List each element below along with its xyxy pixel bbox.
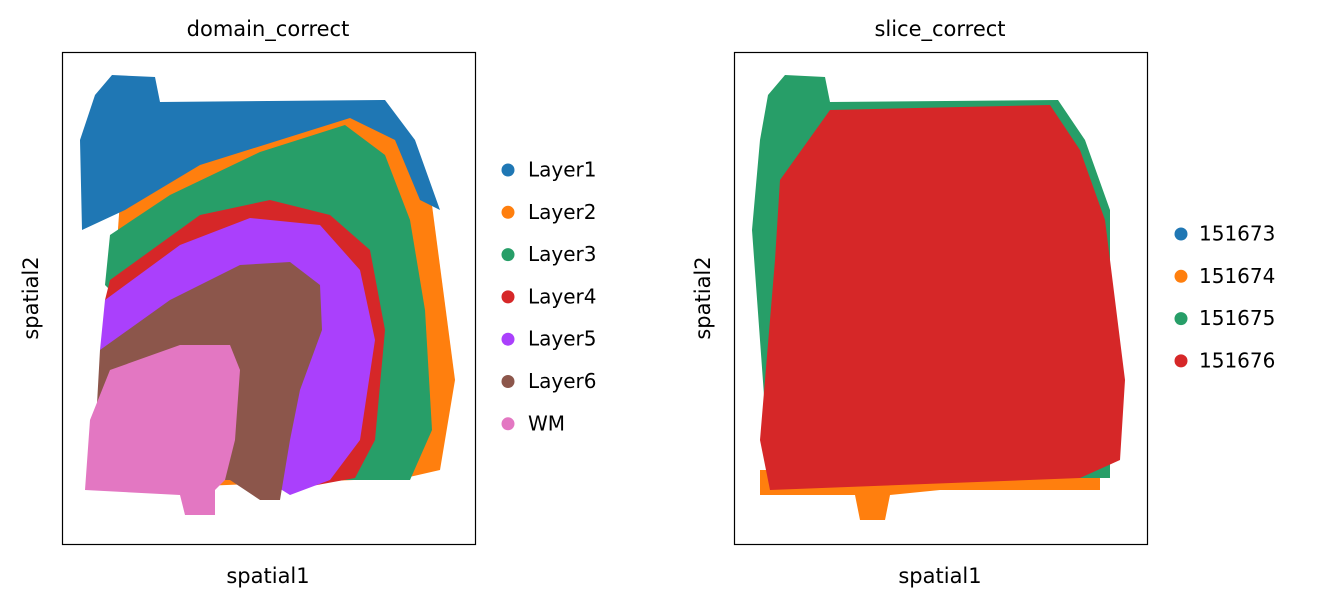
legend-label: Layer2 xyxy=(528,200,597,224)
legend-label: 151676 xyxy=(1199,348,1275,372)
y-axis-label: spatial2 xyxy=(19,256,43,339)
legend-marker xyxy=(501,248,515,262)
chart-title: slice_correct xyxy=(874,17,1005,42)
region xyxy=(85,345,240,515)
legend-label: Layer4 xyxy=(528,284,597,308)
legend-marker xyxy=(501,332,515,346)
legend-label: Layer5 xyxy=(528,327,597,351)
region xyxy=(760,105,1125,490)
legend-marker xyxy=(1174,354,1188,368)
legend-label: Layer1 xyxy=(528,158,597,182)
x-axis-label: spatial1 xyxy=(226,564,309,588)
legend-marker xyxy=(501,375,515,388)
legend-marker xyxy=(1174,312,1188,326)
region xyxy=(80,75,440,230)
legend-label: 151675 xyxy=(1199,306,1275,330)
legend-label: Layer6 xyxy=(528,369,597,393)
legend-marker xyxy=(1174,269,1188,283)
legend-label: Layer3 xyxy=(528,242,597,266)
x-axis-label: spatial1 xyxy=(898,564,981,588)
legend-marker xyxy=(501,205,515,219)
axes-frame xyxy=(61,51,477,546)
chart-title: domain_correct xyxy=(187,17,350,42)
tissue-left xyxy=(80,75,455,515)
tissue-right xyxy=(752,75,1125,520)
y-axis-label: spatial2 xyxy=(691,256,715,339)
legend-label: WM xyxy=(528,411,565,435)
legend-marker xyxy=(1174,227,1188,241)
legend-label: 151673 xyxy=(1199,222,1275,246)
legend-marker xyxy=(501,417,515,431)
legend-marker xyxy=(501,290,515,304)
legend-marker xyxy=(501,163,515,177)
legend-label: 151674 xyxy=(1199,264,1275,288)
axes-frame xyxy=(733,51,1149,546)
